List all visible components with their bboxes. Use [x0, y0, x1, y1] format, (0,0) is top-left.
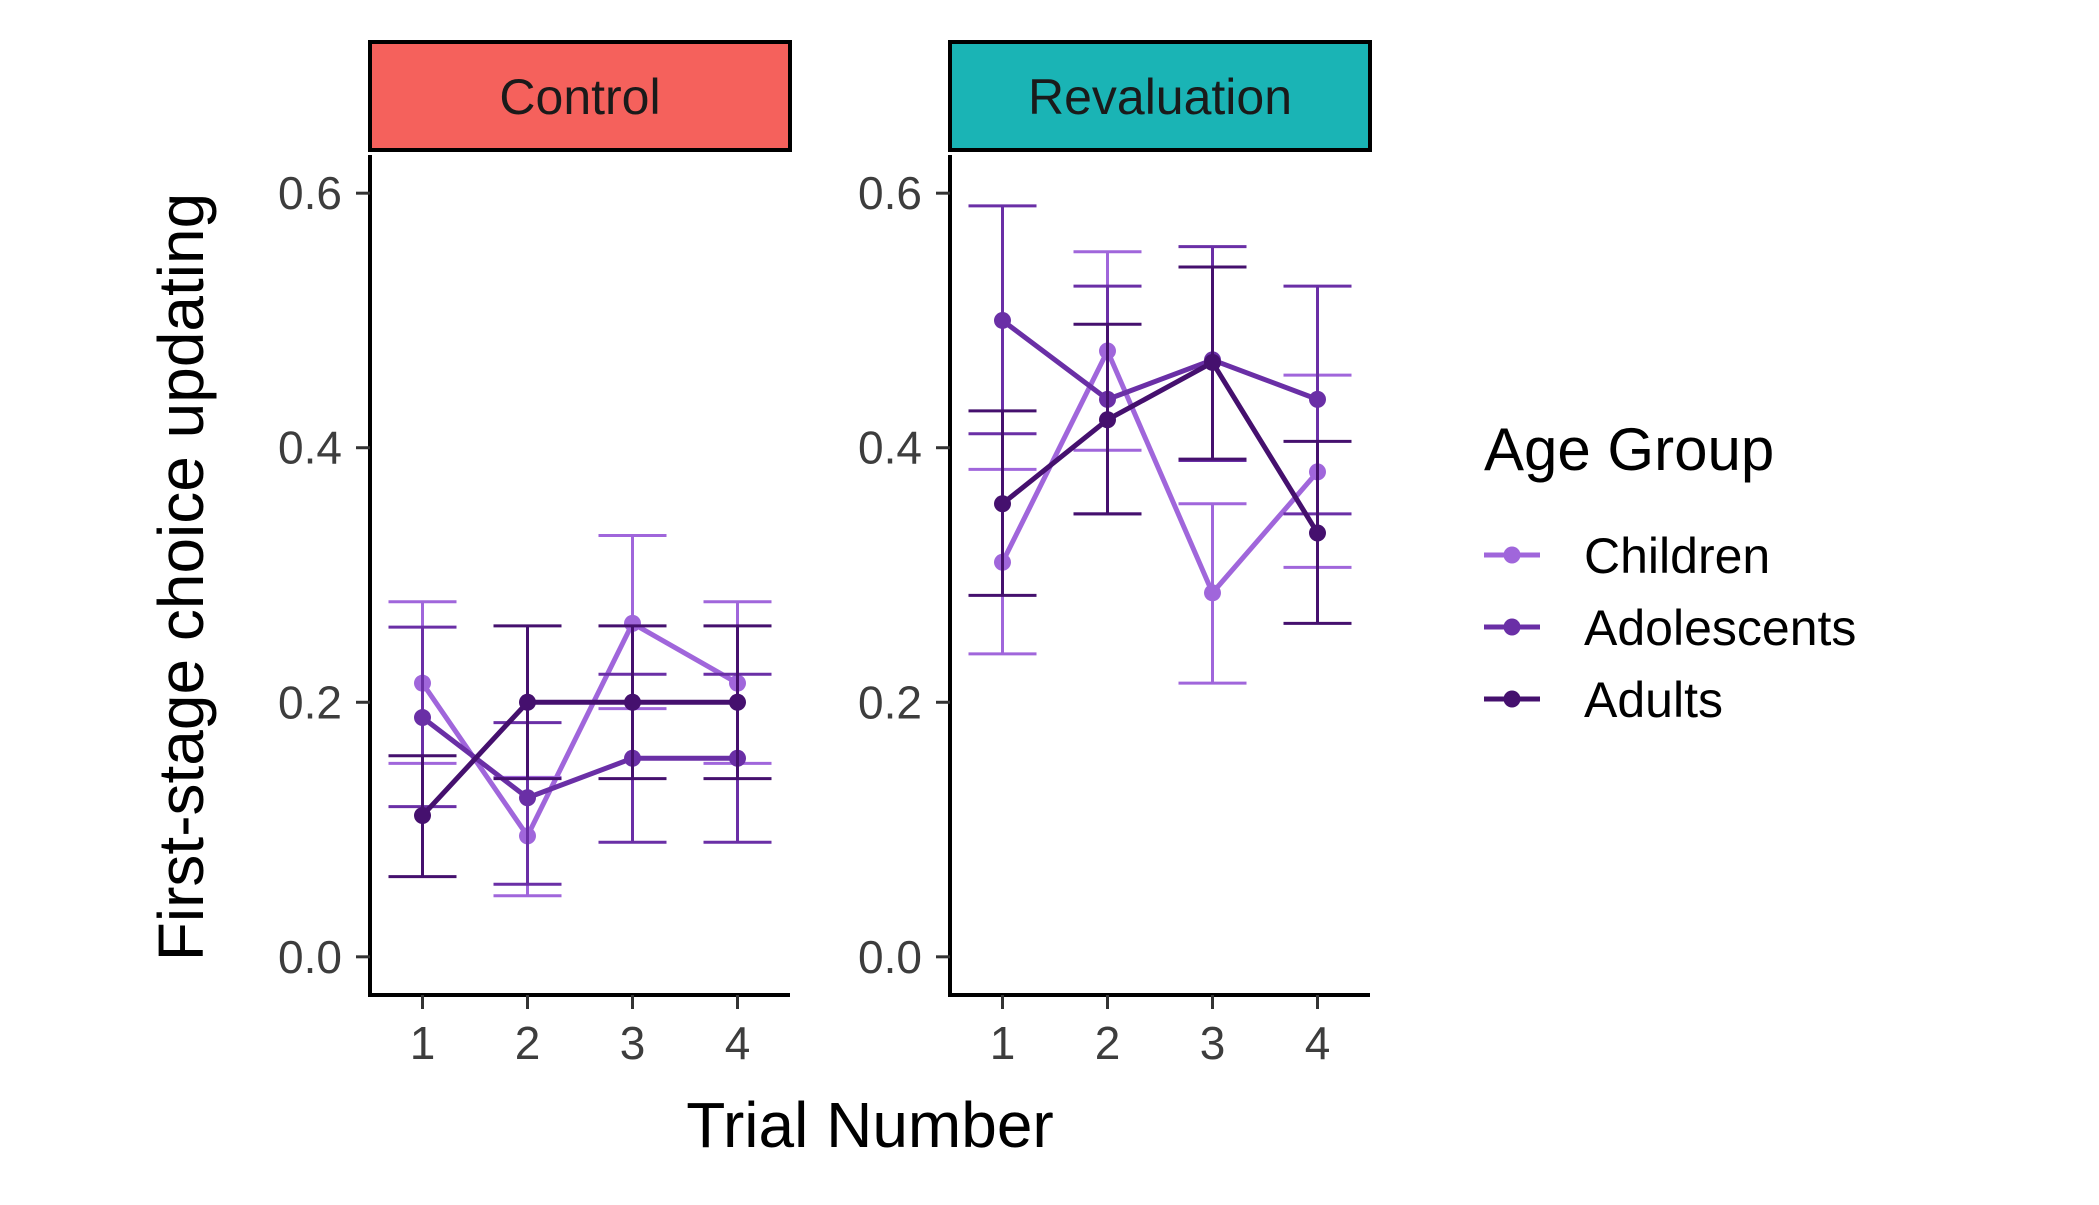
y-tick-label-control: 0.6: [278, 167, 342, 219]
legend-label-adults: Adults: [1584, 672, 1723, 728]
panels-layer: Control 0.0 0.2 0.4 0.6 1 2 3 4 Revaluation 0.0 0.2…: [278, 40, 1372, 1069]
data-point-revaluation-children: [1204, 584, 1221, 602]
x-tick-label-control: 4: [725, 1017, 751, 1069]
data-point-control-adults: [624, 693, 641, 711]
y-tick-label-revaluation: 0.2: [858, 676, 922, 728]
data-point-revaluation-adolescents: [1309, 390, 1326, 408]
data-point-control-adults: [729, 693, 746, 711]
y-tick-label-revaluation: 0.6: [858, 167, 922, 219]
y-tick-label-revaluation: 0.4: [858, 422, 922, 474]
x-tick-label-control: 1: [410, 1017, 436, 1069]
legend-label-children: Children: [1584, 528, 1770, 584]
y-tick-label-control: 0.0: [278, 931, 342, 983]
series-control-adults: [388, 624, 772, 879]
x-tick-label-control: 3: [620, 1017, 646, 1069]
data-point-revaluation-adults: [1309, 524, 1326, 542]
series-line-control-adults: [420, 699, 738, 818]
x-tick-label-revaluation: 4: [1305, 1017, 1331, 1069]
series-line-revaluation-adolescents: [1000, 318, 1319, 402]
y-axis-title: First-stage choice updating: [145, 193, 217, 961]
x-axis-title: Trial Number: [686, 1089, 1053, 1161]
strip-control: [368, 40, 792, 152]
series-line-revaluation-adults: [1000, 359, 1320, 535]
y-tick-label-revaluation: 0.0: [858, 931, 922, 983]
data-point-control-adults: [414, 807, 431, 825]
series-revaluation-adults: [968, 265, 1352, 625]
x-tick-label-control: 2: [515, 1017, 541, 1069]
legend: Age Group Children Adolescents Adults: [1484, 416, 1856, 728]
y-tick-label-control: 0.4: [278, 422, 342, 474]
data-point-revaluation-adults: [1099, 411, 1116, 429]
panel-revaluation: Revaluation 0.0 0.2 0.4 0.6 1 2 3 4: [858, 40, 1372, 1069]
series-line-control-children: [420, 620, 739, 839]
legend-key-point-adolescents: [1503, 618, 1521, 636]
data-point-control-children: [624, 614, 641, 632]
legend-key-point-children: [1503, 546, 1521, 564]
x-tick-label-revaluation: 1: [990, 1017, 1016, 1069]
panel-control: Control 0.0 0.2 0.4 0.6 1 2 3 4: [278, 40, 792, 1069]
strip-revaluation: [948, 40, 1372, 152]
strip-label-control: Control: [499, 69, 660, 125]
legend-label-adolescents: Adolescents: [1584, 600, 1856, 656]
data-point-control-adolescents: [414, 709, 431, 727]
data-point-control-adults: [519, 693, 536, 711]
legend-key-point-adults: [1503, 690, 1521, 708]
legend-title: Age Group: [1484, 416, 1774, 483]
x-tick-label-revaluation: 3: [1200, 1017, 1226, 1069]
series-line-revaluation-children: [1000, 348, 1320, 596]
data-point-revaluation-adolescents: [994, 311, 1011, 329]
data-point-revaluation-adults: [1204, 353, 1221, 371]
series-revaluation-children: [968, 250, 1352, 685]
x-tick-label-revaluation: 2: [1095, 1017, 1121, 1069]
strip-label-revaluation: Revaluation: [1028, 69, 1292, 125]
data-point-control-adolescents: [519, 789, 536, 807]
y-tick-label-control: 0.2: [278, 676, 342, 728]
data-point-revaluation-adults: [994, 495, 1011, 513]
